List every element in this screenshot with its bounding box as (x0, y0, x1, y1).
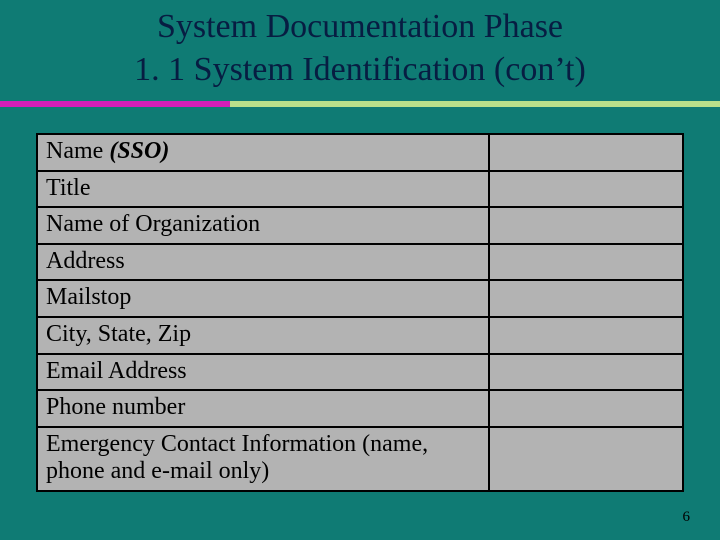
row-value (489, 317, 683, 354)
row-label: Address (37, 244, 489, 281)
row-value (489, 280, 683, 317)
table-row: Title (37, 171, 683, 208)
row-value (489, 207, 683, 244)
accent-bar-right (230, 101, 720, 107)
title-line-2: 1. 1 System Identification (con’t) (0, 49, 720, 92)
row-label: Phone number (37, 390, 489, 427)
table-row: Email Address (37, 354, 683, 391)
title-area: System Documentation Phase 1. 1 System I… (0, 0, 720, 95)
row-value (489, 354, 683, 391)
table-row: Phone number (37, 390, 683, 427)
table-row: Name of Organization (37, 207, 683, 244)
row-value (489, 390, 683, 427)
table-row: Mailstop (37, 280, 683, 317)
title-line-1: System Documentation Phase (0, 6, 720, 49)
row-label: Emergency Contact Information (name, pho… (37, 427, 489, 491)
accent-bar (0, 101, 720, 107)
row-value (489, 171, 683, 208)
identification-table: Name (SSO) Title Name of Organization Ad… (36, 133, 684, 492)
table-row: Name (SSO) (37, 134, 683, 171)
row-value (489, 244, 683, 281)
row-label: Title (37, 171, 489, 208)
table-row: Emergency Contact Information (name, pho… (37, 427, 683, 491)
row-label: Email Address (37, 354, 489, 391)
slide: System Documentation Phase 1. 1 System I… (0, 0, 720, 540)
row-label: Mailstop (37, 280, 489, 317)
row-label: Name of Organization (37, 207, 489, 244)
row-label: City, State, Zip (37, 317, 489, 354)
label-emphasis: (SSO) (109, 138, 169, 164)
row-value (489, 427, 683, 491)
table-row: City, State, Zip (37, 317, 683, 354)
table-row: Address (37, 244, 683, 281)
page-number: 6 (683, 509, 691, 526)
accent-bar-left (0, 101, 230, 107)
row-value (489, 134, 683, 171)
label-text: Name (46, 138, 109, 164)
table-container: Name (SSO) Title Name of Organization Ad… (0, 107, 720, 492)
row-label: Name (SSO) (37, 134, 489, 171)
